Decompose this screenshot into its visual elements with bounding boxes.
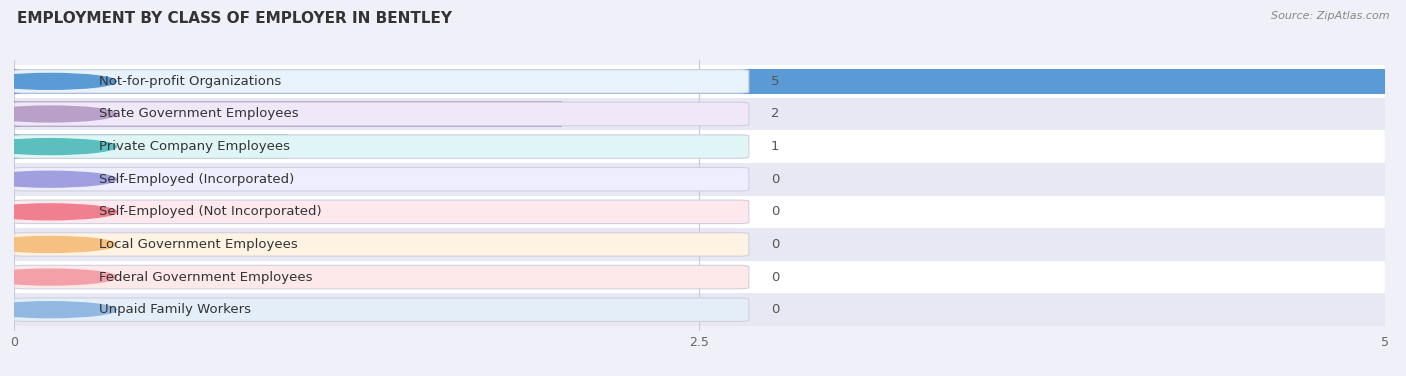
Text: Federal Government Employees: Federal Government Employees: [98, 271, 312, 284]
Circle shape: [0, 204, 117, 220]
Circle shape: [0, 139, 117, 155]
Text: Source: ZipAtlas.com: Source: ZipAtlas.com: [1271, 11, 1389, 21]
Circle shape: [0, 302, 117, 318]
FancyBboxPatch shape: [14, 70, 749, 93]
FancyBboxPatch shape: [14, 196, 1385, 228]
FancyBboxPatch shape: [14, 298, 749, 321]
FancyBboxPatch shape: [14, 130, 1385, 163]
FancyBboxPatch shape: [14, 228, 1385, 261]
Text: 0: 0: [770, 205, 779, 218]
FancyBboxPatch shape: [14, 65, 1385, 98]
FancyBboxPatch shape: [14, 167, 749, 191]
Circle shape: [0, 73, 117, 89]
Bar: [14, 69, 1385, 94]
Text: Not-for-profit Organizations: Not-for-profit Organizations: [98, 75, 281, 88]
FancyBboxPatch shape: [14, 233, 749, 256]
FancyBboxPatch shape: [14, 135, 749, 158]
Text: 0: 0: [770, 173, 779, 186]
FancyBboxPatch shape: [14, 200, 749, 224]
Text: 5: 5: [770, 75, 779, 88]
FancyBboxPatch shape: [14, 163, 1385, 196]
Text: State Government Employees: State Government Employees: [98, 108, 298, 120]
Text: Unpaid Family Workers: Unpaid Family Workers: [98, 303, 252, 316]
Circle shape: [0, 237, 117, 252]
Text: Self-Employed (Not Incorporated): Self-Employed (Not Incorporated): [98, 205, 322, 218]
Text: Local Government Employees: Local Government Employees: [98, 238, 298, 251]
Text: 0: 0: [770, 303, 779, 316]
FancyBboxPatch shape: [14, 261, 1385, 293]
Text: EMPLOYMENT BY CLASS OF EMPLOYER IN BENTLEY: EMPLOYMENT BY CLASS OF EMPLOYER IN BENTL…: [17, 11, 451, 26]
Circle shape: [0, 106, 117, 122]
FancyBboxPatch shape: [14, 98, 1385, 130]
Text: 2: 2: [770, 108, 779, 120]
Circle shape: [0, 171, 117, 187]
Bar: [14, 101, 562, 127]
FancyBboxPatch shape: [14, 293, 1385, 326]
Text: 0: 0: [770, 271, 779, 284]
Text: Self-Employed (Incorporated): Self-Employed (Incorporated): [98, 173, 294, 186]
FancyBboxPatch shape: [14, 265, 749, 289]
Text: 1: 1: [770, 140, 779, 153]
Text: Private Company Employees: Private Company Employees: [98, 140, 290, 153]
Circle shape: [0, 269, 117, 285]
Text: 0: 0: [770, 238, 779, 251]
Bar: [14, 134, 288, 159]
FancyBboxPatch shape: [14, 102, 749, 126]
